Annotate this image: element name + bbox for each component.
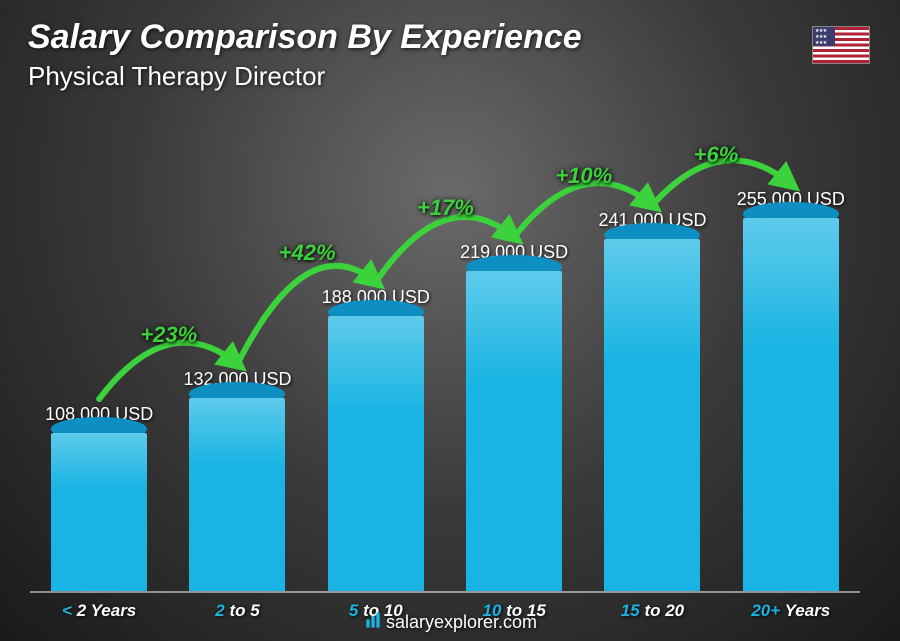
- bar: [51, 433, 147, 591]
- bar: [743, 218, 839, 591]
- bar: [466, 271, 562, 591]
- salary-bar-chart: 108,000 USD < 2 Years 132,000 USD 2 to 5…: [30, 133, 860, 593]
- bar-column: 219,000 USD 10 to 15: [445, 133, 583, 591]
- bar-front: [51, 433, 147, 591]
- logo-icon: [363, 611, 383, 631]
- footer: salaryexplorer.com: [0, 611, 900, 633]
- bar-front: [743, 218, 839, 591]
- bar: [604, 239, 700, 591]
- page-title: Salary Comparison By Experience: [28, 18, 582, 57]
- bar-front: [604, 239, 700, 591]
- usa-flag-icon: [812, 26, 870, 64]
- bar-column: 132,000 USD 2 to 5: [168, 133, 306, 591]
- bar-column: 255,000 USD 20+ Years: [722, 133, 860, 591]
- bar-column: 241,000 USD 15 to 20: [583, 133, 721, 591]
- bar-column: 188,000 USD 5 to 10: [307, 133, 445, 591]
- header: Salary Comparison By Experience Physical…: [28, 18, 582, 92]
- bar: [189, 398, 285, 591]
- bar-front: [189, 398, 285, 591]
- bar-front: [466, 271, 562, 591]
- bar-column: 108,000 USD < 2 Years: [30, 133, 168, 591]
- bar-front: [328, 316, 424, 591]
- page-subtitle: Physical Therapy Director: [28, 61, 582, 92]
- bar: [328, 316, 424, 591]
- footer-text: salaryexplorer.com: [386, 612, 537, 632]
